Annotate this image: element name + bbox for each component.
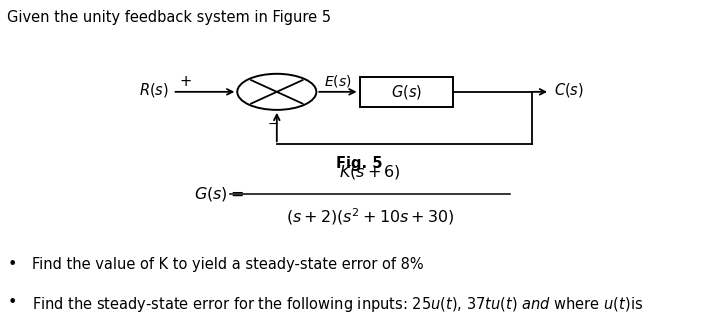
Text: Given the unity feedback system in Figure 5: Given the unity feedback system in Figur…: [7, 10, 331, 25]
Text: +: +: [180, 74, 192, 89]
Text: $E(s)$: $E(s)$: [324, 73, 351, 89]
Bar: [360, 77, 453, 107]
Text: Fig. 5: Fig. 5: [336, 156, 383, 171]
Text: $R(s)$: $R(s)$: [139, 81, 169, 99]
Text: $(s + 2)(s^2 + 10s + 30)$: $(s + 2)(s^2 + 10s + 30)$: [286, 206, 454, 227]
Text: $G(s) =$: $G(s) =$: [194, 185, 244, 202]
Text: $C(s)$: $C(s)$: [554, 81, 584, 99]
Text: Find the steady-state error for the following inputs: 25$\mathit{u(t)}$, 37$\mat: Find the steady-state error for the foll…: [32, 295, 644, 314]
Text: •: •: [7, 295, 17, 310]
Text: Find the value of K to yield a steady-state error of 8%: Find the value of K to yield a steady-st…: [32, 257, 424, 273]
Text: $-$: $-$: [267, 116, 279, 130]
Text: •: •: [7, 257, 17, 273]
Text: $K(s + 6)$: $K(s + 6)$: [339, 163, 401, 181]
Text: $G(s)$: $G(s)$: [390, 83, 422, 101]
